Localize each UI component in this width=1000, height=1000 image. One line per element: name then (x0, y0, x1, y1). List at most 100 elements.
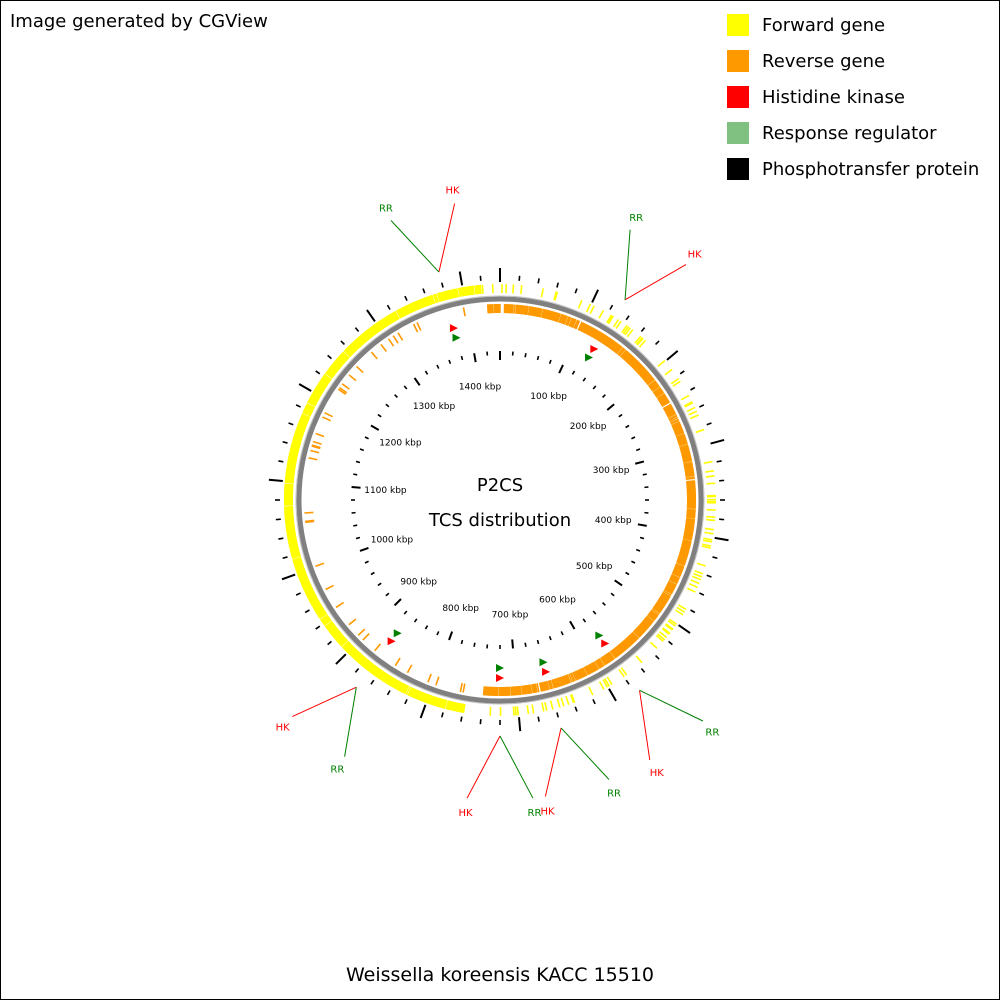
forward-gene (407, 687, 413, 696)
forward-gene (329, 627, 338, 635)
forward-gene (304, 588, 314, 594)
reverse-gene (683, 532, 694, 536)
reverse-gene (680, 449, 690, 454)
reverse-gene (603, 655, 610, 664)
forward-gene (399, 683, 405, 692)
inner-tick-minor (536, 639, 540, 645)
rr-marker (452, 333, 461, 342)
forward-gene (288, 543, 298, 547)
forward-gene (314, 606, 324, 613)
reverse-gene (308, 457, 318, 461)
reverse-gene (598, 333, 605, 342)
reverse-gene (634, 363, 643, 372)
reverse-gene (590, 663, 596, 672)
outer-tick-minor (574, 288, 578, 294)
reverse-gene (680, 450, 691, 455)
forward-gene (354, 652, 362, 661)
forward-gene (285, 477, 295, 480)
reverse-gene (608, 651, 615, 660)
forward-gene (396, 309, 403, 319)
reverse-gene (685, 472, 695, 476)
reverse-gene (626, 355, 634, 363)
reverse-gene (677, 437, 687, 443)
forward-gene (289, 449, 299, 454)
reverse-gene (679, 444, 689, 449)
forward-gene (446, 700, 451, 710)
reverse-gene (684, 526, 694, 530)
reverse-gene (681, 542, 691, 547)
forward-gene (370, 326, 378, 335)
tick-label: 200 kbp (570, 422, 607, 432)
forward-gene (693, 572, 703, 578)
reverse-gene (602, 655, 609, 665)
forward-gene (598, 309, 605, 319)
reverse-gene (675, 564, 685, 569)
reverse-gene (514, 686, 517, 696)
forward-gene (285, 524, 295, 528)
forward-gene (289, 544, 299, 548)
forward-gene (665, 623, 674, 630)
forward-gene (301, 581, 311, 587)
reverse-gene (483, 686, 487, 696)
forward-gene (389, 677, 396, 687)
reverse-gene (545, 680, 550, 690)
reverse-gene (539, 682, 544, 692)
outer-tick-major (518, 717, 522, 732)
reverse-gene (599, 334, 606, 343)
forward-gene (442, 291, 447, 301)
forward-gene (284, 512, 294, 516)
inner-tick-minor (394, 394, 399, 399)
reverse-gene (617, 347, 625, 356)
reverse-gene (519, 305, 523, 315)
inner-tick-minor (639, 536, 645, 540)
reverse-gene (632, 630, 641, 638)
forward-gene (416, 691, 422, 701)
outer-tick-minor (354, 668, 360, 673)
reverse-gene (662, 403, 672, 410)
reverse-gene (678, 442, 688, 447)
forward-gene (285, 470, 295, 473)
reverse-gene (614, 344, 622, 354)
reverse-gene (684, 525, 695, 529)
reverse-gene (537, 307, 541, 318)
forward-gene (298, 573, 308, 579)
reverse-gene (601, 335, 609, 345)
reverse-gene (628, 357, 637, 366)
forward-gene (307, 592, 316, 599)
forward-gene (355, 653, 363, 662)
forward-gene (704, 527, 715, 531)
forward-gene (589, 305, 595, 315)
reverse-gene (678, 440, 688, 445)
rr-callout-line (624, 229, 631, 300)
reverse-gene (677, 438, 687, 444)
reverse-gene (638, 368, 647, 376)
forward-gene (286, 465, 296, 469)
inner-tick-major (448, 631, 454, 641)
forward-gene (624, 327, 632, 336)
forward-gene (292, 439, 302, 444)
forward-gene (585, 303, 592, 313)
forward-gene (327, 368, 336, 376)
reverse-gene (512, 686, 515, 696)
forward-gene (615, 320, 622, 330)
forward-gene (312, 391, 322, 398)
forward-gene (302, 411, 312, 417)
forward-gene (405, 304, 412, 314)
rr-callout-line (639, 689, 704, 722)
tick-label: 100 kbp (530, 392, 567, 402)
inner-tick-minor (548, 635, 552, 641)
reverse-gene (544, 681, 548, 691)
rr-callout-label: RR (330, 765, 344, 776)
reverse-gene (657, 600, 666, 607)
forward-gene (285, 520, 295, 524)
reverse-gene (542, 309, 547, 319)
reverse-gene (610, 341, 617, 350)
forward-gene (371, 325, 379, 334)
tick-label: 900 kbp (400, 577, 437, 587)
reverse-gene (573, 319, 579, 329)
reverse-gene (664, 406, 673, 412)
forward-gene (702, 539, 713, 543)
forward-gene (310, 599, 320, 606)
outer-tick-minor (712, 556, 718, 560)
reverse-gene (561, 676, 566, 686)
